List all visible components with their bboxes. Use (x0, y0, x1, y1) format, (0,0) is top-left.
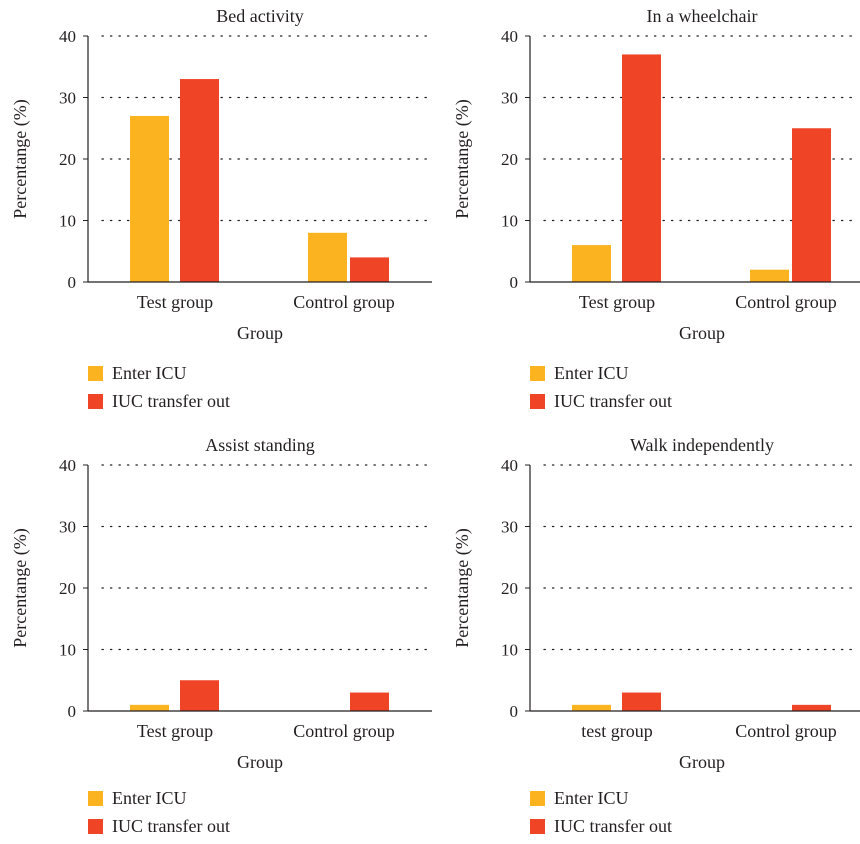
legend-swatch (88, 819, 103, 834)
bar-enter-icu-2 (750, 269, 789, 282)
legend-swatch (88, 394, 103, 409)
legend-swatch (88, 791, 103, 806)
bar-iuc-transfer-out-1 (622, 54, 661, 283)
legend-label: IUC transfer out (112, 391, 230, 411)
chart-panel-2: In a wheelchair 0 10 20 30 40 Test group Contro… (452, 6, 860, 411)
y-tick-label: 10 (501, 212, 518, 231)
x-tick-label: Control group (735, 292, 837, 312)
bar-iuc-transfer-out-1 (622, 692, 661, 711)
x-axis-label: Group (679, 752, 725, 772)
y-tick-label: 0 (68, 273, 77, 292)
chart-title: In a wheelchair (647, 6, 758, 26)
y-axis-label: Percentange (%) (452, 99, 473, 218)
y-tick-label: 30 (59, 518, 76, 537)
y-tick-label: 40 (501, 27, 518, 46)
bar-iuc-transfer-out-1 (180, 680, 219, 711)
y-axis-label: Percentange (%) (10, 528, 31, 647)
legend-label: Enter ICU (112, 363, 186, 383)
y-tick-label: 10 (59, 212, 76, 231)
bar-iuc-transfer-out-2 (350, 257, 389, 282)
chart-title: Bed activity (216, 6, 303, 26)
chart-panel-3: Assist standing 0 10 20 30 40 Test group Contro… (10, 435, 432, 836)
legend-label: Enter ICU (112, 788, 186, 808)
bar-enter-icu-2 (308, 232, 347, 282)
legend-swatch (88, 366, 103, 381)
legend-label: Enter ICU (554, 363, 628, 383)
y-axis-label: Percentange (%) (452, 528, 473, 647)
y-tick-label: 20 (501, 579, 518, 598)
y-tick-label: 0 (510, 273, 519, 292)
y-tick-label: 20 (59, 150, 76, 169)
y-tick-label: 40 (501, 456, 518, 475)
y-axis-label: Percentange (%) (10, 99, 31, 218)
y-tick-label: 30 (501, 89, 518, 108)
bar-iuc-transfer-out-2 (792, 128, 831, 282)
chart-panel-4: Walk independently 0 10 20 30 40 test group Con… (452, 435, 860, 836)
legend-label: IUC transfer out (112, 816, 230, 836)
bar-iuc-transfer-out-1 (180, 79, 219, 282)
x-tick-label: Test group (579, 292, 655, 312)
legend-label: Enter ICU (554, 788, 628, 808)
x-axis-label: Group (679, 323, 725, 343)
x-tick-label: Control group (735, 721, 837, 741)
legend-swatch (530, 366, 545, 381)
y-tick-label: 0 (68, 702, 77, 721)
x-tick-label: test group (581, 721, 653, 741)
legend-swatch (530, 394, 545, 409)
y-tick-label: 40 (59, 27, 76, 46)
legend-label: IUC transfer out (554, 391, 672, 411)
y-tick-label: 30 (501, 518, 518, 537)
x-tick-label: Test group (137, 292, 213, 312)
y-tick-label: 10 (501, 641, 518, 660)
bar-iuc-transfer-out-2 (350, 692, 389, 711)
y-tick-label: 40 (59, 456, 76, 475)
y-tick-label: 20 (59, 579, 76, 598)
legend-label: IUC transfer out (554, 816, 672, 836)
y-tick-label: 10 (59, 641, 76, 660)
bar-enter-icu-1 (572, 704, 611, 711)
x-axis-label: Group (237, 323, 283, 343)
chart-title: Walk independently (630, 435, 774, 455)
bar-enter-icu-1 (572, 245, 611, 282)
y-tick-label: 20 (501, 150, 518, 169)
y-tick-label: 0 (510, 702, 519, 721)
bar-enter-icu-1 (130, 115, 169, 282)
bar-iuc-transfer-out-2 (792, 704, 831, 711)
x-tick-label: Test group (137, 721, 213, 741)
chart-panel-1: Bed activity 0 10 20 30 40 Test group Control g… (10, 6, 432, 411)
x-tick-label: Control group (293, 292, 395, 312)
legend-swatch (530, 791, 545, 806)
y-tick-label: 30 (59, 89, 76, 108)
x-tick-label: Control group (293, 721, 395, 741)
x-axis-label: Group (237, 752, 283, 772)
legend-swatch (530, 819, 545, 834)
chart-title: Assist standing (205, 435, 315, 455)
bar-enter-icu-1 (130, 704, 169, 711)
